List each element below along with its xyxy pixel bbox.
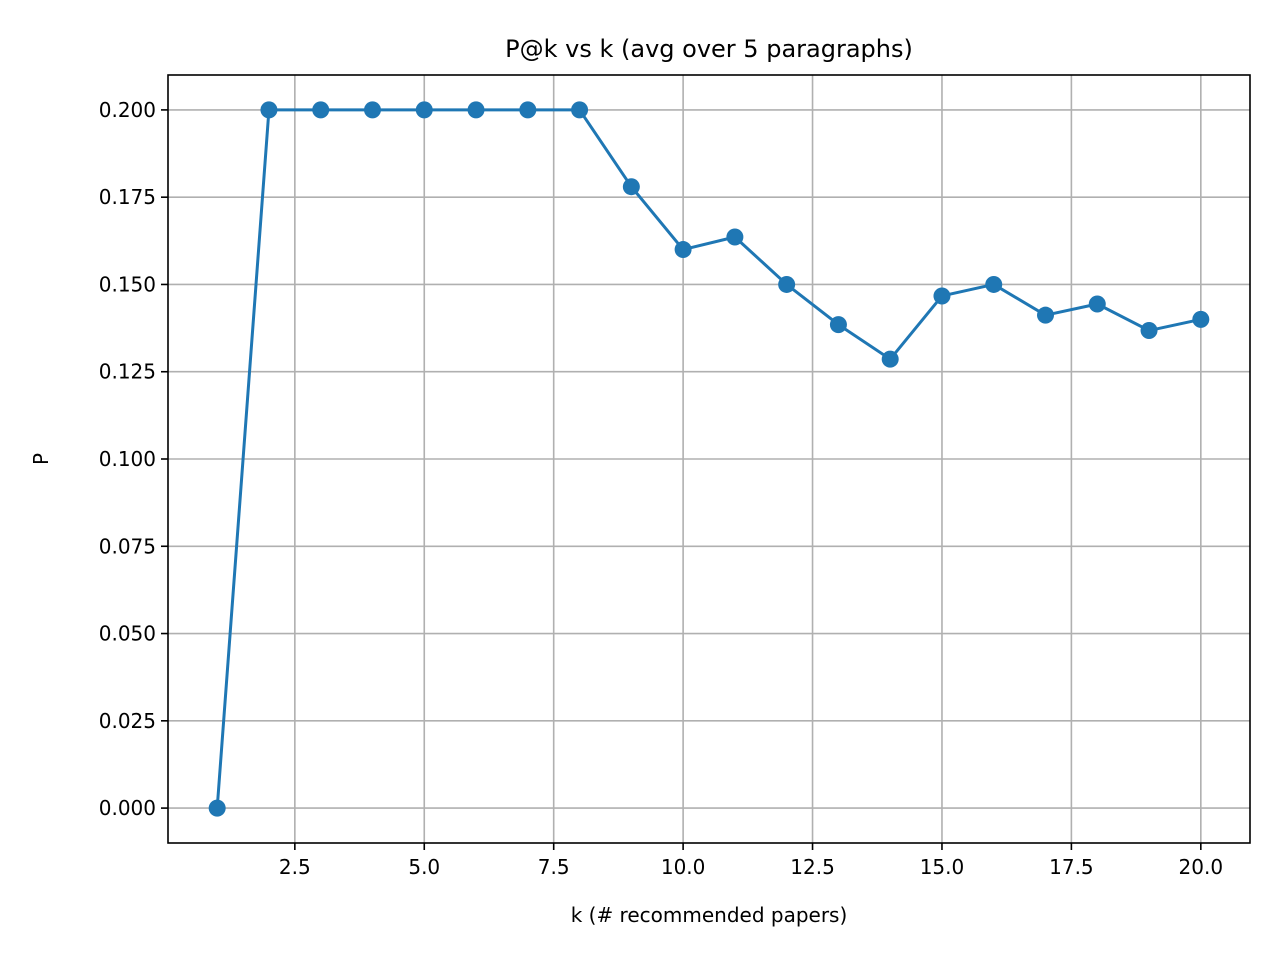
data-point xyxy=(933,287,951,305)
data-point xyxy=(363,101,381,119)
data-point xyxy=(829,316,847,334)
y-tick-label: 0.150 xyxy=(99,272,156,296)
data-point xyxy=(519,101,537,119)
y-axis-label: P xyxy=(29,453,53,465)
series-layer xyxy=(208,101,1210,817)
data-point xyxy=(985,275,1003,293)
chart-title: P@k vs k (avg over 5 paragraphs) xyxy=(505,35,913,63)
x-tick-label: 15.0 xyxy=(920,855,965,879)
data-point xyxy=(312,101,330,119)
x-tick-label: 20.0 xyxy=(1179,855,1224,879)
x-tick-label: 17.5 xyxy=(1049,855,1094,879)
x-tick-label: 5.0 xyxy=(408,855,440,879)
data-point xyxy=(467,101,485,119)
data-point xyxy=(1037,306,1055,324)
grid xyxy=(168,75,1250,843)
x-tick-label: 2.5 xyxy=(279,855,311,879)
data-point xyxy=(1140,322,1158,340)
series-line xyxy=(215,108,1203,810)
data-point xyxy=(1088,295,1106,313)
data-point xyxy=(622,178,640,196)
data-point xyxy=(415,101,433,119)
data-point xyxy=(260,101,278,119)
data-point xyxy=(726,228,744,246)
y-tick-label: 0.000 xyxy=(99,796,156,820)
x-tick-label: 10.0 xyxy=(661,855,706,879)
x-tick-label: 7.5 xyxy=(538,855,570,879)
y-tick-label: 0.050 xyxy=(99,622,156,646)
data-point xyxy=(208,799,226,817)
y-tick-label: 0.100 xyxy=(99,447,156,471)
y-tick-label: 0.175 xyxy=(99,185,156,209)
y-tick-label: 0.200 xyxy=(99,98,156,122)
data-point xyxy=(881,350,899,368)
x-tick-label: 12.5 xyxy=(790,855,835,879)
data-point xyxy=(571,101,589,119)
x-axis-label: k (# recommended papers) xyxy=(571,903,848,927)
y-tick-label: 0.125 xyxy=(99,360,156,384)
data-point xyxy=(778,275,796,293)
data-point xyxy=(1192,310,1210,328)
axis-ticks: 2.5 5.0 7.5 10.0 12.5 15.0 17.5 20.0 0.000 0.025 0… xyxy=(99,98,1223,879)
y-tick-label: 0.025 xyxy=(99,709,156,733)
y-tick-label: 0.075 xyxy=(99,534,156,558)
data-point xyxy=(674,241,692,259)
